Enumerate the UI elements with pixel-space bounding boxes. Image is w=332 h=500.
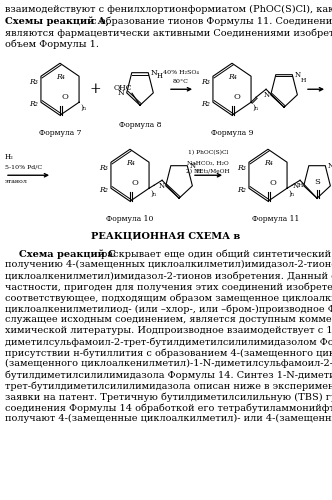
- Text: 40% H₂SO₄: 40% H₂SO₄: [163, 70, 199, 75]
- Text: этанол: этанол: [5, 180, 28, 184]
- Text: циклоалкенилметилиод- (или –хлор-, или –бром-)производное Формулы 12,: циклоалкенилметилиод- (или –хлор-, или –…: [5, 304, 332, 314]
- Text: 5-10% Pd/C: 5-10% Pd/C: [5, 164, 42, 169]
- Text: N: N: [294, 70, 300, 78]
- Text: объем Формулы 1.: объем Формулы 1.: [5, 40, 99, 49]
- Text: NaHCO₃, H₂O: NaHCO₃, H₂O: [187, 160, 229, 165]
- Text: (замещенного циклоалкенилметил)-1-N-диметилсульфамоил-2-трет-: (замещенного циклоалкенилметил)-1-N-диме…: [5, 359, 332, 368]
- Text: взаимодействуют с фенилхлортионформиатом (PhOC(S)Cl), как описано выше для: взаимодействуют с фенилхлортионформиатом…: [5, 5, 332, 14]
- Text: R₃: R₃: [201, 78, 210, 86]
- Text: диметилсульфамоил-2-трет-бутилдиметилсилилимидазолом Формулы 13 в: диметилсульфамоил-2-трет-бутилдиметилсил…: [5, 337, 332, 347]
- Text: S: S: [314, 178, 320, 186]
- Text: являются фармацевтически активными Соединениями изобретения и включены в: являются фармацевтически активными Соеди…: [5, 28, 332, 38]
- Text: N: N: [159, 182, 165, 190]
- Text: O: O: [234, 93, 241, 101]
- Text: получают 4-(замещенные циклоалкилметил)- или 4-(замещенные: получают 4-(замещенные циклоалкилметил)-…: [5, 414, 332, 424]
- Text: N: N: [264, 91, 270, 99]
- Text: R₄: R₄: [125, 159, 134, 167]
- Text: N: N: [189, 162, 196, 170]
- Text: с образование тионов Формулы 11. Соединения Формулы 11: с образование тионов Формулы 11. Соедине…: [88, 16, 332, 26]
- Text: раскрывает еще один общий синтетический подход к: раскрывает еще один общий синтетический …: [98, 249, 332, 259]
- Text: бутилдиметилсилилимидазола Формулы 14. Синтез 1-N-диметилсульфамоил-2-: бутилдиметилсилилимидазола Формулы 14. С…: [5, 370, 332, 380]
- Text: R₃: R₃: [99, 164, 108, 172]
- Text: O: O: [132, 180, 139, 187]
- Text: химической литературы. Иодпроизводное взаимодействует с 1-N-: химической литературы. Иодпроизводное вз…: [5, 326, 332, 335]
- Text: служащее исходным соединением, является доступным коммерчески или из: служащее исходным соединением, является …: [5, 316, 332, 324]
- Text: 80°C: 80°C: [173, 79, 189, 84]
- Text: H: H: [297, 184, 303, 188]
- Text: Схемы реакций А,: Схемы реакций А,: [5, 16, 109, 26]
- Text: +: +: [89, 82, 101, 96]
- Text: N: N: [150, 68, 157, 76]
- Text: R₂: R₂: [99, 186, 108, 194]
- Text: соединения Формулы 14 обработкой его тетрабутиламмонийфторидом (ТБАФ) и: соединения Формулы 14 обработкой его тет…: [5, 403, 332, 413]
- Text: присутствии н-бутиллития с образованием 4-(замещенного циклоалкилметил)- или 4-: присутствии н-бутиллития с образованием …: [5, 348, 332, 358]
- Text: R₃: R₃: [237, 164, 246, 172]
- Text: H: H: [156, 72, 162, 80]
- Text: Схема реакций С: Схема реакций С: [19, 249, 116, 259]
- Text: )ₙ: )ₙ: [80, 104, 86, 112]
- Text: H: H: [300, 78, 306, 82]
- Text: соответствующее, подходящим образом замещенное циклоалкил- или: соответствующее, подходящим образом заме…: [5, 293, 332, 302]
- Text: H: H: [195, 168, 201, 173]
- Text: O: O: [270, 180, 277, 187]
- Text: трет-бутилдиметилсилилимидазола описан ниже в экспериментальной части данной: трет-бутилдиметилсилилимидазола описан н…: [5, 381, 332, 391]
- Text: Формула 10: Формула 10: [106, 215, 154, 223]
- Text: получению 4-(замещенных циклоалкилметил)имидазол-2-тионов и 4-(замещенных: получению 4-(замещенных циклоалкилметил)…: [5, 260, 332, 270]
- Text: )ₙ: )ₙ: [252, 104, 258, 112]
- Text: R₂: R₂: [29, 100, 38, 108]
- Text: OHC: OHC: [114, 84, 132, 92]
- Text: R₄: R₄: [264, 159, 272, 167]
- Text: заявки на патент. Третичную бутилдиметилсилильную (TBS) группу удаляют из: заявки на патент. Третичную бутилдиметил…: [5, 392, 332, 402]
- Text: N: N: [327, 162, 332, 170]
- Text: Формула 9: Формула 9: [211, 129, 253, 137]
- Text: R₄: R₄: [56, 73, 64, 81]
- Text: РЕАКЦИОННАЯ СХЕМА в: РЕАКЦИОННАЯ СХЕМА в: [91, 231, 241, 240]
- Text: R₂: R₂: [237, 186, 246, 194]
- Text: O: O: [61, 93, 68, 101]
- Text: 1) PhOC(S)Cl: 1) PhOC(S)Cl: [188, 150, 228, 155]
- Text: )ₙ: )ₙ: [150, 190, 156, 198]
- Text: частности, пригоден для получения этих соединений изобретения, если: частности, пригоден для получения этих с…: [5, 282, 332, 292]
- Text: )ₙ: )ₙ: [288, 190, 294, 198]
- Text: 2) NEt₃/MeOH: 2) NEt₃/MeOH: [186, 169, 230, 174]
- Text: R₂: R₂: [201, 100, 210, 108]
- Text: H₂: H₂: [5, 153, 14, 161]
- Text: R₃: R₃: [29, 78, 38, 86]
- Text: N: N: [292, 182, 299, 190]
- Text: циклоалкенилметил)имидазол-2-тионов изобретения. Данный способ синтеза, в: циклоалкенилметил)имидазол-2-тионов изоб…: [5, 271, 332, 281]
- Text: Формула 8: Формула 8: [119, 121, 161, 129]
- Text: Формула 11: Формула 11: [252, 215, 300, 223]
- Text: N: N: [118, 89, 125, 97]
- Text: R₄: R₄: [228, 73, 236, 81]
- Text: Формула 7: Формула 7: [39, 129, 81, 137]
